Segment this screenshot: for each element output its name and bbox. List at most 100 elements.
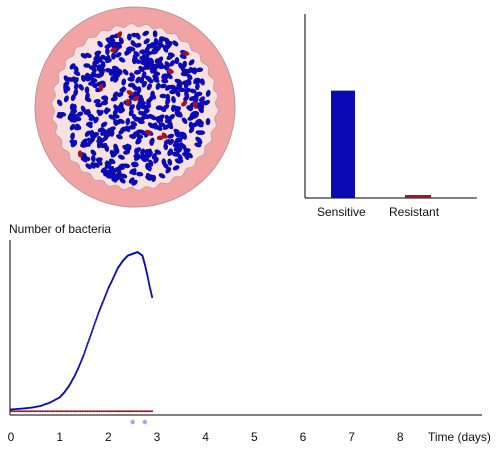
sensitive-bacterium bbox=[104, 161, 112, 166]
data-point bbox=[119, 410, 122, 413]
sensitive-bacterium bbox=[90, 149, 97, 156]
data-point bbox=[91, 329, 94, 331]
x-tick-label: 8 bbox=[397, 430, 404, 444]
data-point bbox=[116, 410, 119, 413]
sensitive-bacterium bbox=[96, 159, 103, 166]
sensitive-bacterium bbox=[146, 77, 154, 84]
sensitive-bacterium bbox=[189, 88, 197, 94]
sensitive-bacterium bbox=[195, 83, 200, 91]
sensitive-bacterium bbox=[158, 173, 166, 179]
data-point bbox=[108, 410, 111, 413]
sensitive-bacterium bbox=[94, 50, 102, 56]
data-point bbox=[98, 410, 101, 413]
sensitive-bacterium bbox=[96, 139, 103, 145]
sensitive-bacterium bbox=[111, 52, 116, 60]
data-point bbox=[84, 349, 87, 352]
sensitive-bacterium bbox=[198, 96, 206, 103]
bar-label-sensitive: Sensitive bbox=[317, 205, 366, 219]
bar-sensitive bbox=[331, 90, 355, 198]
data-point bbox=[90, 330, 93, 333]
data-point bbox=[81, 410, 84, 413]
data-point bbox=[13, 410, 16, 413]
sensitive-bacterium bbox=[150, 67, 158, 74]
data-point bbox=[46, 410, 49, 413]
sensitive-bacterium bbox=[113, 118, 118, 126]
sensitive-bacterium bbox=[186, 73, 193, 80]
sensitive-bacterium bbox=[174, 105, 180, 114]
data-point bbox=[81, 356, 84, 359]
sensitive-bacterium bbox=[136, 86, 142, 94]
data-point bbox=[148, 284, 151, 287]
sensitive-bacterium bbox=[198, 106, 204, 113]
sensitive-bacterium bbox=[102, 128, 109, 135]
data-point bbox=[55, 410, 58, 413]
sensitive-bacterium bbox=[184, 153, 190, 160]
data-point bbox=[18, 410, 21, 413]
sensitive-bacterium bbox=[158, 114, 165, 120]
sensitive-bacterium bbox=[145, 175, 152, 181]
resistant-bacterium bbox=[156, 135, 164, 141]
sensitive-bacterium bbox=[97, 40, 103, 48]
sensitive-bacterium bbox=[63, 81, 70, 87]
sensitive-bacterium bbox=[109, 149, 115, 157]
sensitive-bacterium bbox=[90, 135, 96, 143]
sensitive-bacterium bbox=[164, 63, 170, 71]
sensitive-bacterium bbox=[124, 49, 132, 55]
sensitive-bacterium bbox=[115, 52, 122, 58]
resistant-bacterium bbox=[126, 90, 134, 96]
bar-chart-svg bbox=[304, 14, 477, 199]
sensitive-bacterium bbox=[73, 70, 81, 76]
sensitive-bacterium bbox=[111, 168, 118, 175]
data-point bbox=[78, 363, 81, 366]
data-point bbox=[141, 410, 144, 413]
sensitive-bacterium bbox=[69, 63, 76, 70]
sensitive-bacterium bbox=[188, 121, 194, 129]
sensitive-bacterium bbox=[193, 77, 201, 83]
data-point bbox=[147, 281, 150, 284]
bar-label-resistant: Resistant bbox=[389, 205, 440, 219]
data-point bbox=[70, 410, 73, 413]
data-point bbox=[129, 410, 132, 413]
sensitive-bacterium bbox=[129, 134, 137, 139]
growth-chart: Number of bacteria 0 1 2 3 4 5 6 7 8 Time (days) bbox=[0, 218, 501, 455]
data-point bbox=[53, 410, 56, 413]
x-tick-label: 4 bbox=[202, 430, 209, 444]
data-point bbox=[127, 410, 130, 413]
sensitive-bacterium bbox=[90, 77, 98, 83]
sensitive-bacterium bbox=[163, 143, 169, 151]
sensitive-bacterium bbox=[116, 134, 123, 140]
sensitive-bacterium bbox=[177, 80, 183, 88]
data-point bbox=[15, 410, 18, 413]
data-point bbox=[48, 410, 51, 413]
sensitive-bacterium bbox=[152, 30, 158, 38]
sensitive-bacterium bbox=[70, 94, 76, 101]
data-point bbox=[69, 410, 72, 413]
sensitive-bacterium bbox=[172, 165, 180, 171]
sensitive-bacterium bbox=[126, 46, 134, 52]
resistant-bacterium bbox=[181, 100, 188, 107]
sensitive-bacterium bbox=[155, 125, 163, 131]
sensitive-bacterium bbox=[145, 50, 153, 56]
sensitive-bacterium bbox=[85, 163, 92, 170]
bacteria-colony bbox=[56, 30, 211, 186]
sensitive-bacterium bbox=[162, 124, 170, 130]
sensitive-bacterium bbox=[110, 40, 116, 48]
x-tick-label: 0 bbox=[8, 430, 15, 444]
sensitive-bacterium bbox=[104, 68, 112, 73]
sensitive-bacterium bbox=[135, 76, 141, 84]
data-point bbox=[147, 278, 150, 281]
sensitive-bacterium bbox=[195, 130, 203, 135]
data-point bbox=[101, 302, 104, 305]
data-point bbox=[112, 410, 114, 413]
data-point bbox=[121, 410, 124, 413]
sensitive-series bbox=[10, 251, 154, 411]
sensitive-bacterium bbox=[165, 40, 173, 46]
sensitive-bacterium bbox=[85, 92, 90, 100]
data-point bbox=[101, 301, 104, 304]
sensitive-bacterium bbox=[166, 54, 174, 61]
sensitive-bacterium bbox=[80, 105, 86, 113]
data-point bbox=[63, 410, 66, 413]
sensitive-bacterium bbox=[90, 155, 96, 163]
data-point bbox=[123, 410, 125, 413]
data-point bbox=[85, 346, 88, 349]
